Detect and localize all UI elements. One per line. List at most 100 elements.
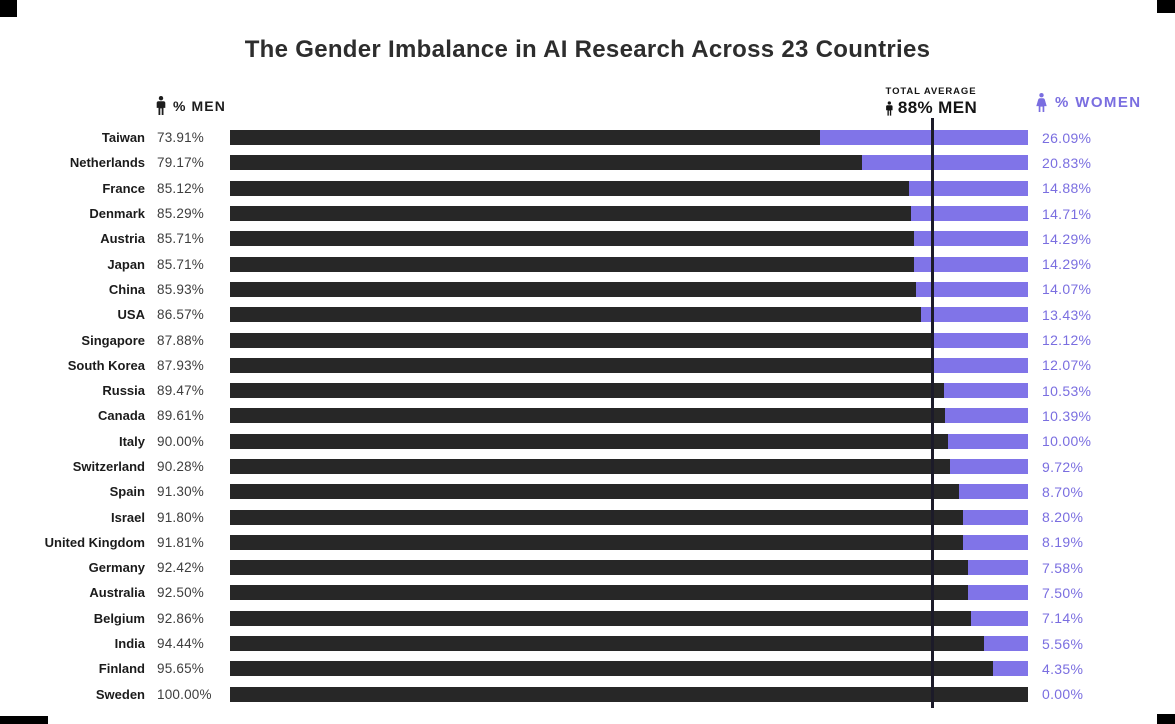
stacked-bar xyxy=(230,433,1028,449)
women-percent-label: 20.83% xyxy=(1042,154,1092,171)
women-bar-segment xyxy=(993,661,1028,677)
women-bar-segment xyxy=(931,332,1028,348)
page-title: The Gender Imbalance in AI Research Acro… xyxy=(244,36,931,63)
country-label: Japan xyxy=(107,256,145,272)
country-label: USA xyxy=(117,307,145,323)
women-bar-segment xyxy=(913,256,1028,272)
stacked-bar xyxy=(230,560,1028,576)
men-bar-segment xyxy=(230,509,963,525)
men-percent-label: 87.88% xyxy=(157,332,204,348)
women-bar-segment xyxy=(861,155,1028,171)
table-row: France 85.12% 14.88% xyxy=(0,176,1175,201)
chart-rows: Taiwan 73.91% 26.09% Netherlands 79.17% … xyxy=(0,125,1175,707)
men-axis-header: % MEN xyxy=(155,96,226,115)
women-bar-segment xyxy=(945,408,1028,424)
table-row: Denmark 85.29% 14.71% xyxy=(0,201,1175,226)
average-value-text: 88% MEN xyxy=(897,98,978,117)
men-bar-segment xyxy=(230,332,932,348)
men-bar-segment xyxy=(230,256,914,272)
country-label: Netherlands xyxy=(69,155,145,171)
country-label: Spain xyxy=(109,484,145,500)
women-percent-label: 7.58% xyxy=(1042,559,1084,576)
women-percent-label: 14.71% xyxy=(1042,205,1092,222)
men-bar-segment xyxy=(230,534,963,550)
women-percent-label: 7.14% xyxy=(1042,610,1084,627)
women-bar-segment xyxy=(962,534,1028,550)
women-percent-label: 14.29% xyxy=(1042,256,1092,273)
stacked-bar xyxy=(230,686,1028,702)
table-row: Israel 91.80% 8.20% xyxy=(0,504,1175,529)
men-percent-label: 94.44% xyxy=(157,636,204,652)
men-percent-label: 85.12% xyxy=(157,180,204,196)
men-percent-label: 92.50% xyxy=(157,585,204,601)
men-bar-segment xyxy=(230,155,862,171)
women-bar-segment xyxy=(968,585,1028,601)
country-label: Belgium xyxy=(93,610,145,626)
stacked-bar xyxy=(230,307,1028,323)
men-percent-label: 95.65% xyxy=(157,661,204,677)
women-percent-label: 14.29% xyxy=(1042,230,1092,247)
men-bar-segment xyxy=(230,180,910,196)
table-row: Australia 92.50% 7.50% xyxy=(0,580,1175,605)
men-bar-segment xyxy=(230,231,914,247)
table-row: Sweden 100.00% 0.00% xyxy=(0,682,1175,707)
table-row: Belgium 92.86% 7.14% xyxy=(0,606,1175,631)
stacked-bar xyxy=(230,636,1028,652)
table-row: Germany 92.42% 7.58% xyxy=(0,555,1175,580)
men-percent-label: 100.00% xyxy=(157,686,212,702)
men-percent-label: 73.91% xyxy=(157,130,204,146)
stacked-bar xyxy=(230,180,1028,196)
country-label: Canada xyxy=(98,408,145,424)
men-percent-label: 86.57% xyxy=(157,307,204,323)
women-axis-label: % WOMEN xyxy=(1055,94,1142,111)
table-row: Spain 91.30% 8.70% xyxy=(0,479,1175,504)
country-label: Russia xyxy=(102,383,145,399)
corner-mark-top-right xyxy=(1157,0,1175,13)
men-percent-label: 79.17% xyxy=(157,155,204,171)
men-percent-label: 90.28% xyxy=(157,459,204,474)
country-label: United Kingdom xyxy=(44,534,145,550)
men-bar-segment xyxy=(230,408,946,424)
table-row: USA 86.57% 13.43% xyxy=(0,302,1175,327)
country-label: Germany xyxy=(88,560,145,576)
country-label: Finland xyxy=(98,661,145,677)
stacked-bar xyxy=(230,661,1028,677)
women-percent-label: 12.12% xyxy=(1042,332,1092,349)
women-percent-label: 8.70% xyxy=(1042,483,1084,500)
men-bar-segment xyxy=(230,281,916,297)
women-bar-segment xyxy=(910,206,1028,222)
women-bar-segment xyxy=(819,130,1028,146)
country-label: India xyxy=(114,636,145,652)
stacked-bar xyxy=(230,383,1028,399)
men-bar-segment xyxy=(230,307,921,323)
corner-mark-bottom-left xyxy=(0,716,48,724)
stacked-bar xyxy=(230,206,1028,222)
table-row: Netherlands 79.17% 20.83% xyxy=(0,150,1175,175)
men-percent-label: 91.80% xyxy=(157,509,204,525)
stacked-bar xyxy=(230,281,1028,297)
men-bar-segment xyxy=(230,433,949,449)
country-label: Australia xyxy=(89,585,145,601)
corner-mark-bottom-right xyxy=(1157,714,1175,724)
women-percent-label: 4.35% xyxy=(1042,660,1084,677)
women-bar-segment xyxy=(983,636,1028,652)
stacked-bar xyxy=(230,130,1028,146)
table-row: Switzerland 90.28% 9.72% xyxy=(0,454,1175,479)
country-label: Taiwan xyxy=(101,130,145,146)
women-percent-label: 5.56% xyxy=(1042,635,1084,652)
table-row: Italy 90.00% 10.00% xyxy=(0,429,1175,454)
table-row: Singapore 87.88% 12.12% xyxy=(0,327,1175,352)
country-label: Singapore xyxy=(81,332,145,348)
table-row: Finland 95.65% 4.35% xyxy=(0,656,1175,681)
average-annotation-caption: TOTAL AVERAGE xyxy=(885,86,977,97)
men-percent-label: 85.71% xyxy=(157,256,204,272)
women-bar-segment xyxy=(909,180,1028,196)
stacked-bar xyxy=(230,509,1028,525)
country-label: Sweden xyxy=(95,686,145,702)
women-bar-segment xyxy=(943,383,1028,399)
men-bar-segment xyxy=(230,636,984,652)
women-percent-label: 12.07% xyxy=(1042,357,1092,374)
country-label: France xyxy=(102,180,145,196)
men-bar-segment xyxy=(230,560,968,576)
stacked-bar xyxy=(230,408,1028,424)
